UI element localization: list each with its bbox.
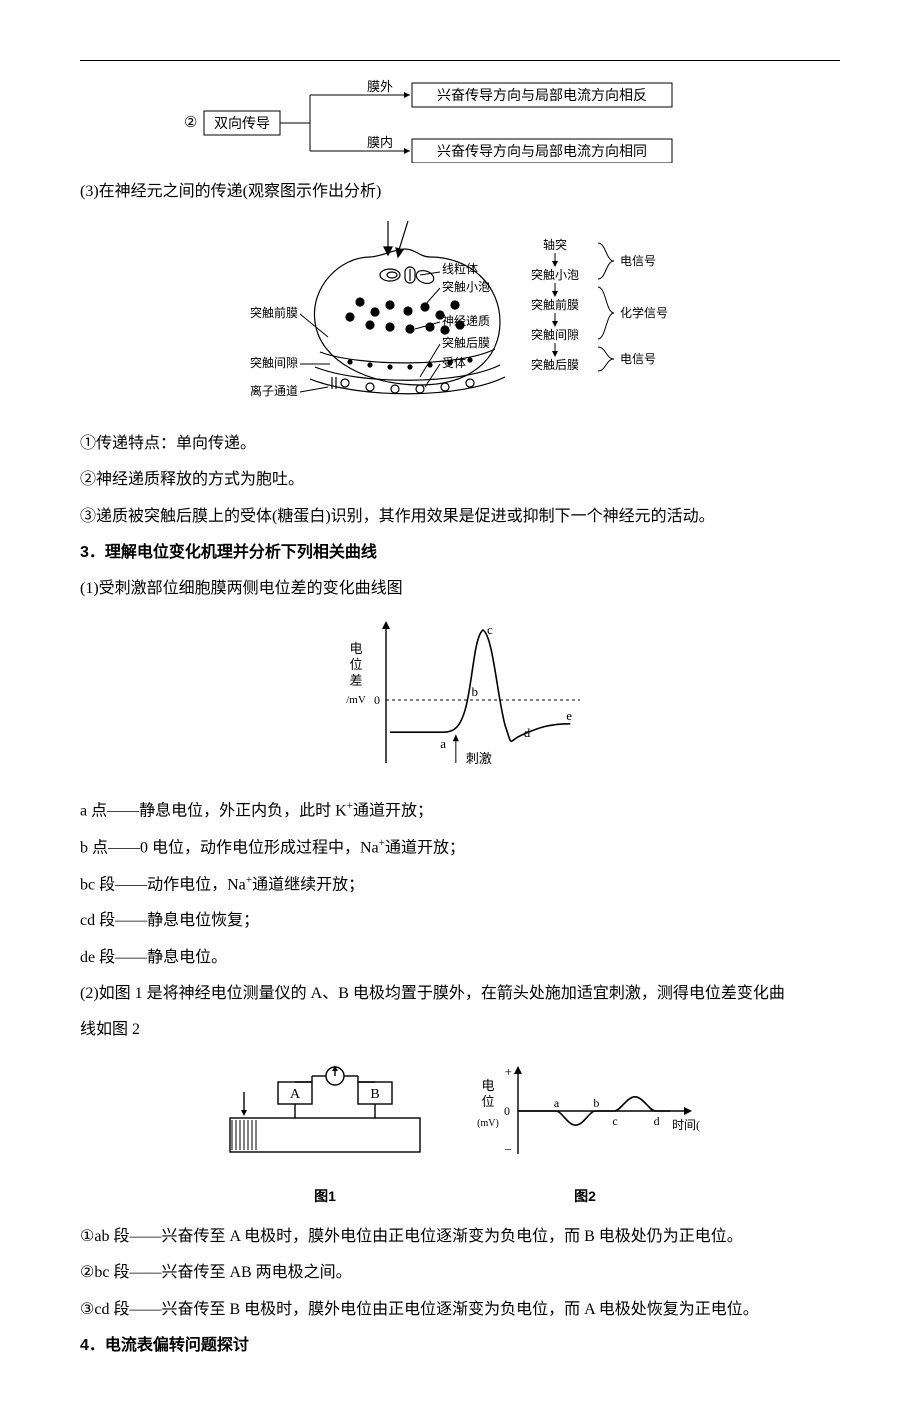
syn-l0: 突触前膜 xyxy=(250,305,298,320)
svg-text:位: 位 xyxy=(481,1094,494,1109)
syn-t2: 电信号 xyxy=(620,352,656,366)
heading-3: 3．理解电位变化机理并分析下列相关曲线 xyxy=(80,538,840,568)
svg-text:0: 0 xyxy=(504,1104,510,1118)
figure-2: 0 + − 电位 (mV) 时间(s) a bc d 图2 xyxy=(470,1058,700,1210)
para-3-2a: (2)如图 1 是将神经电位测量仪的 A、B 电极均置于膜外，在箭头处施加适宜刺… xyxy=(80,979,840,1009)
diagram-synapse: 突触前膜 突触间隙 离子通道 线粒体 突触小泡 神经递质 突触后膜 受体 轴突 … xyxy=(80,217,840,418)
svg-text:位: 位 xyxy=(349,657,362,672)
svg-text:电: 电 xyxy=(349,641,362,656)
figure-pair: A B 图1 0 + − 电位 (mV) 时间(s) a bc d 图2 xyxy=(80,1058,840,1210)
d1-bot-label: 膜内 xyxy=(367,135,393,150)
d1-num: ② xyxy=(184,115,197,131)
svg-text:/mV: /mV xyxy=(346,694,366,706)
c1d-0: a 点——静息电位，外正内负，此时 K+通道开放； xyxy=(80,796,840,827)
svg-text:电: 电 xyxy=(481,1078,494,1093)
la-1: ②神经递质释放的方式为胞吐。 xyxy=(80,465,840,495)
syn-r2: 突触前膜 xyxy=(531,297,579,312)
fig1-A: A xyxy=(290,1087,301,1102)
svg-text:c: c xyxy=(487,622,493,637)
svg-text:差: 差 xyxy=(349,673,362,688)
syn-r0: 轴突 xyxy=(543,237,567,252)
diagram-curve1: 0 电位差/mV 刺激 a b c d e xyxy=(80,615,840,786)
top-rule xyxy=(80,60,840,61)
svg-text:c: c xyxy=(612,1114,617,1128)
para-3: (3)在神经元之间的传递(观察图示作出分析) xyxy=(80,177,840,207)
c1d-2: bc 段——动作电位，Na+通道继续开放； xyxy=(80,870,840,901)
syn-m3: 突触后膜 xyxy=(442,335,490,350)
syn-m2: 神经递质 xyxy=(442,314,490,328)
fig1-caption: 图1 xyxy=(220,1183,430,1210)
d1-bot-box: 兴奋传导方向与局部电流方向相同 xyxy=(437,144,647,160)
d1-root: 双向传导 xyxy=(214,116,270,132)
syn-m1: 突触小泡 xyxy=(442,279,490,294)
syn-t1: 化学信号 xyxy=(620,305,668,320)
svg-text:a: a xyxy=(554,1096,560,1110)
svg-text:d: d xyxy=(654,1114,660,1128)
svg-text:时间(s): 时间(s) xyxy=(672,1118,700,1132)
la-0: ①传递特点：单向传递。 xyxy=(80,429,840,459)
syn-t0: 电信号 xyxy=(620,254,656,268)
syn-m0: 线粒体 xyxy=(442,261,478,276)
svg-text:a: a xyxy=(440,736,446,751)
svg-text:b: b xyxy=(593,1096,599,1110)
heading-4: 4．电流表偏转问题探讨 xyxy=(80,1331,840,1361)
lb-2: ③cd 段——兴奋传至 B 电极时，膜外电位由正电位逐渐变为负电位，而 A 电极… xyxy=(80,1295,840,1325)
figure-1: A B 图1 xyxy=(220,1058,430,1210)
svg-text:+: + xyxy=(505,1064,512,1079)
para-3-1: (1)受刺激部位细胞膜两侧电位差的变化曲线图 xyxy=(80,574,840,604)
svg-text:b: b xyxy=(471,684,478,699)
lb-0: ①ab 段——兴奋传至 A 电极时，膜外电位由正电位逐渐变为负电位，而 B 电极… xyxy=(80,1222,840,1252)
syn-r3: 突触间隙 xyxy=(531,327,579,342)
syn-r1: 突触小泡 xyxy=(531,267,579,282)
d1-top-box: 兴奋传导方向与局部电流方向相反 xyxy=(437,88,647,104)
syn-l1: 突触间隙 xyxy=(250,355,298,370)
svg-text:d: d xyxy=(524,725,531,740)
svg-text:刺激: 刺激 xyxy=(466,751,492,766)
svg-text:0: 0 xyxy=(374,693,380,707)
svg-text:e: e xyxy=(566,708,572,723)
la-2: ③递质被突触后膜上的受体(糖蛋白)识别，其作用效果是促进或抑制下一个神经元的活动… xyxy=(80,502,840,532)
c1d-1: b 点——0 电位，动作电位形成过程中，Na+通道开放； xyxy=(80,833,840,864)
fig2-caption: 图2 xyxy=(470,1183,700,1210)
syn-r4: 突触后膜 xyxy=(531,357,579,372)
curve1-desc: a 点——静息电位，外正内负，此时 K+通道开放； b 点——0 电位，动作电位… xyxy=(80,796,840,973)
diagram-bidirectional: ② 双向传导 膜外 兴奋传导方向与局部电流方向相反 膜内 兴奋传导方向与局部电流… xyxy=(80,79,840,163)
para-3-2b: 线如图 2 xyxy=(80,1015,840,1045)
syn-l2: 离子通道 xyxy=(250,383,298,398)
syn-m4: 受体 xyxy=(442,356,466,370)
svg-text:(mV): (mV) xyxy=(477,1118,499,1129)
fig1-B: B xyxy=(370,1087,379,1102)
lb-1: ②bc 段——兴奋传至 AB 两电极之间。 xyxy=(80,1258,840,1288)
c1d-3: cd 段——静息电位恢复； xyxy=(80,906,840,936)
d1-top-label: 膜外 xyxy=(367,79,393,94)
c1d-4: de 段——静息电位。 xyxy=(80,943,840,973)
svg-text:−: − xyxy=(505,1142,512,1157)
